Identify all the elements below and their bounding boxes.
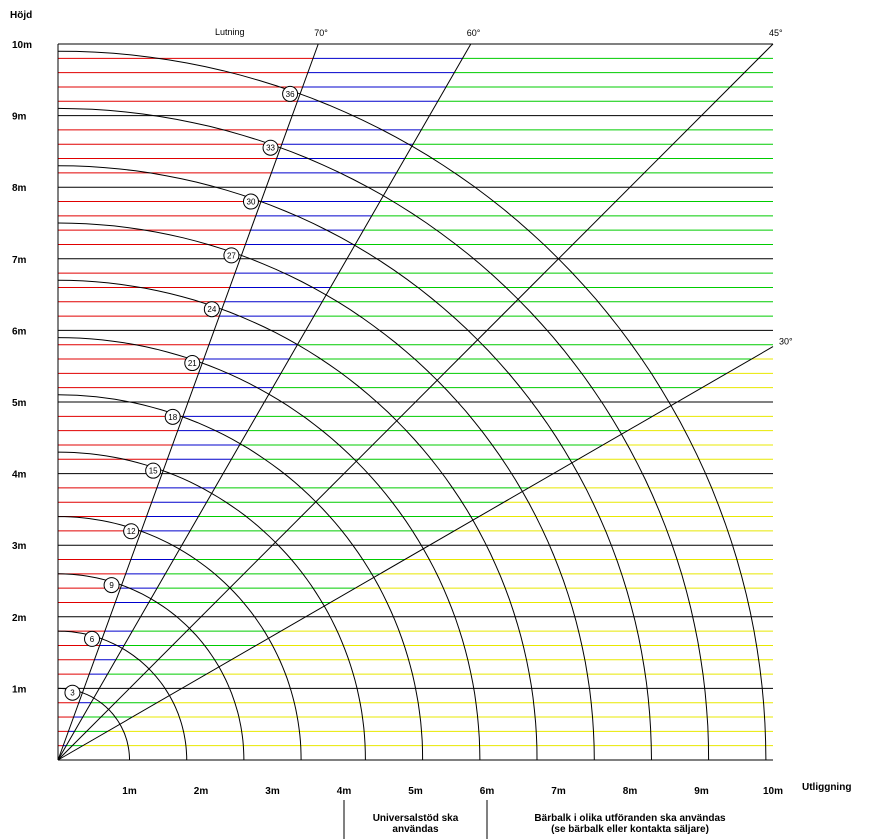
arc <box>57 279 538 761</box>
arc-label-circle <box>223 247 240 264</box>
y-tick-label: 4m <box>12 470 27 481</box>
y-tick-label: 3m <box>12 541 27 552</box>
arc <box>58 516 302 761</box>
note-text: användas <box>392 824 439 835</box>
x-tick-label: 7m <box>551 786 566 797</box>
angle-line <box>57 43 319 761</box>
y-tick-label: 6m <box>12 326 27 337</box>
angle-label: 60° <box>467 28 481 38</box>
arc-label: 18 <box>168 413 177 422</box>
y-tick-label: 2m <box>12 613 27 624</box>
arc-label-circle <box>123 523 140 540</box>
x-tick-label: 3m <box>265 786 280 797</box>
arc-label: 30 <box>247 198 256 207</box>
x-tick-label: 5m <box>408 786 423 797</box>
angle-line <box>57 346 774 761</box>
arc-label: 6 <box>90 635 95 644</box>
arc-label-circle <box>84 630 101 647</box>
arc-label-circle <box>203 301 220 318</box>
arc <box>57 165 652 761</box>
arc <box>57 222 595 761</box>
x-axis-title: Utliggning <box>802 782 851 793</box>
arc-label: 15 <box>149 467 158 476</box>
arc <box>57 107 710 761</box>
y-tick-label: 10m <box>12 40 32 51</box>
y-tick-label: 1m <box>12 684 27 695</box>
angle-label: 45° <box>769 28 783 38</box>
arc-label-circle <box>145 462 162 479</box>
note-text: (se bärbalk eller kontakta säljare) <box>551 824 709 835</box>
label-group: 1m 2m 3m 4m 5m 6m 7m 8m 9m 10m 1m 2m 3m 4m 5m 6m 7m 8m 9m 1… <box>12 28 793 839</box>
arc-label-circle <box>262 139 279 156</box>
arc-label: 9 <box>109 581 114 590</box>
arc-label-circle <box>103 577 120 594</box>
arc <box>57 337 481 761</box>
x-tick-label: 8m <box>623 786 638 797</box>
arc-label-circle <box>184 355 201 372</box>
arc-label: 12 <box>127 527 136 536</box>
x-tick-label: 4m <box>337 786 352 797</box>
arc-group <box>57 50 767 761</box>
arc-label: 36 <box>286 90 295 99</box>
arc-label-circle <box>242 193 259 210</box>
arc-label: 24 <box>207 305 216 314</box>
arc-label-circle <box>282 85 299 102</box>
x-tick-label: 6m <box>480 786 495 797</box>
angle-line-group <box>57 43 774 761</box>
angle-label: 70° <box>314 28 328 38</box>
note-text: Universalstöd ska <box>373 813 459 824</box>
x-tick-label: 2m <box>194 786 209 797</box>
arc <box>57 394 424 761</box>
y-tick-label: 9m <box>12 112 27 123</box>
x-tick-label: 10m <box>763 786 783 797</box>
arc-label: 21 <box>188 359 197 368</box>
arc <box>57 451 366 761</box>
y-axis-title: Höjd <box>10 10 32 21</box>
x-tick-label: 1m <box>122 786 137 797</box>
arc-label: 3 <box>70 689 75 698</box>
arc-label-circle <box>64 684 81 701</box>
arc-label: 27 <box>227 251 236 260</box>
x-tick-label: 9m <box>694 786 709 797</box>
y-tick-label: 8m <box>12 183 27 194</box>
y-tick-label: 7m <box>12 255 27 266</box>
y-tick-label: 5m <box>12 398 27 409</box>
angle-line <box>57 43 472 761</box>
note-text: Bärbalk i olika utföranden ska användas <box>534 813 726 824</box>
angle-label: 30° <box>779 337 793 347</box>
arc-label: 33 <box>266 144 275 153</box>
arc <box>57 50 767 761</box>
angle-line <box>57 43 774 761</box>
arc-label-circle <box>164 408 181 425</box>
angle-annotation: Lutning <box>215 27 245 37</box>
